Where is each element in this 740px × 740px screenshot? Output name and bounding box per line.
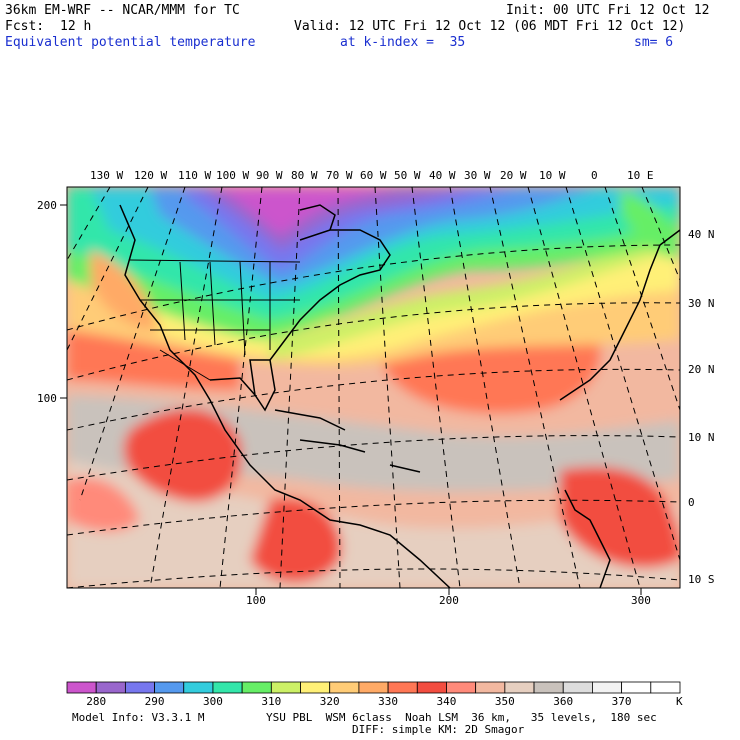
lon-label: 110 W — [178, 169, 211, 182]
valid-time: Valid: 12 UTC Fri 12 Oct 12 (06 MDT Fri … — [294, 19, 686, 34]
colorbar-swatch — [329, 681, 360, 694]
colorbar-tick-label: 320 — [320, 695, 340, 708]
colorbar-swatch — [504, 681, 535, 694]
lon-label: 10 E — [627, 169, 654, 182]
lat-label: 0 — [688, 496, 695, 509]
colorbar-unit: K — [676, 695, 683, 708]
map-frame — [66, 186, 681, 589]
lon-label: 130 W — [90, 169, 123, 182]
coastlines — [119, 204, 680, 588]
field-name: Equivalent potential temperature — [5, 35, 256, 50]
colorbar-labels: 280 290 300 310 320 330 340 350 360 370 — [86, 695, 631, 708]
lat-label: 10 S — [688, 573, 715, 586]
colorbar-swatch — [621, 681, 652, 694]
colorbar-swatch — [212, 681, 243, 694]
colorbar-swatch — [183, 681, 214, 694]
forecast-label: Fcst: — [5, 19, 45, 34]
colorbar-tick-label: 330 — [378, 695, 398, 708]
grid-label-bottom: 200 — [439, 594, 459, 607]
longitude-labels: 130 W 120 W 110 W 100 W 90 W 80 W 70 W 6… — [90, 169, 654, 182]
lon-label: 70 W — [326, 169, 353, 182]
theta-e-field — [67, 187, 680, 588]
level-index: at k-index = 35 — [340, 35, 466, 50]
diffusion-info: DIFF: simple KM: 2D Smagor — [352, 723, 525, 736]
colorbar-tick-label: 290 — [145, 695, 165, 708]
graticule — [67, 187, 680, 588]
colorbar-tick-label: 370 — [612, 695, 632, 708]
lat-label: 10 N — [688, 431, 715, 444]
colorbar-swatch — [154, 681, 185, 694]
model-info: Model Info: V3.3.1 M — [72, 711, 205, 724]
lat-label: 30 N — [688, 297, 715, 310]
colorbar-tick-label: 310 — [261, 695, 281, 708]
colorbar — [66, 681, 681, 694]
latitude-labels: 40 N 30 N 20 N 10 N 0 10 S — [688, 228, 715, 586]
smoothing-value: sm= 6 — [634, 35, 674, 50]
colorbar-swatch — [446, 681, 477, 694]
lon-label: 0 — [591, 169, 598, 182]
colorbar-tick-label: 300 — [203, 695, 223, 708]
physics-info: YSU PBL WSM 6class Noah LSM 36 km, 35 le… — [266, 711, 657, 724]
colorbar-swatch — [300, 681, 331, 694]
lon-label: 120 W — [134, 169, 167, 182]
colorbar-swatch — [358, 681, 389, 694]
colorbar-swatch — [66, 681, 97, 694]
lon-label: 20 W — [500, 169, 527, 182]
colorbar-swatch — [124, 681, 155, 694]
colorbar-swatch — [533, 681, 564, 694]
lon-label: 80 W — [291, 169, 318, 182]
colorbar-tick-label: 280 — [86, 695, 106, 708]
grid-label-left: 200 — [37, 199, 57, 212]
grid-label-left: 100 — [37, 392, 57, 405]
lat-label: 40 N — [688, 228, 715, 241]
forecast-hours: 12 h — [60, 19, 92, 34]
frame-ticks — [60, 204, 642, 595]
model-title: 36km EM-WRF -- NCAR/MMM for TC — [5, 3, 240, 18]
colorbar-swatch — [416, 681, 447, 694]
lon-label: 60 W — [360, 169, 387, 182]
colorbar-tick-label: 340 — [437, 695, 457, 708]
colorbar-swatch — [562, 681, 593, 694]
lon-label: 40 W — [429, 169, 456, 182]
grid-label-bottom: 100 — [246, 594, 266, 607]
colorbar-swatch — [650, 681, 681, 694]
lat-label: 20 N — [688, 363, 715, 376]
lon-label: 30 W — [464, 169, 491, 182]
lon-label: 50 W — [394, 169, 421, 182]
lon-label: 90 W — [256, 169, 283, 182]
colorbar-tick-label: 350 — [495, 695, 515, 708]
lon-label: 10 W — [539, 169, 566, 182]
colorbar-tick-label: 360 — [553, 695, 573, 708]
colorbar-swatch — [387, 681, 418, 694]
colorbar-swatch — [241, 681, 272, 694]
init-time: Init: 00 UTC Fri 12 Oct 12 — [506, 3, 710, 18]
colorbar-swatch — [95, 681, 126, 694]
colorbar-swatch — [592, 681, 623, 694]
colorbar-swatch — [270, 681, 301, 694]
lon-label: 100 W — [216, 169, 249, 182]
colorbar-swatch — [475, 681, 506, 694]
grid-label-bottom: 300 — [631, 594, 651, 607]
